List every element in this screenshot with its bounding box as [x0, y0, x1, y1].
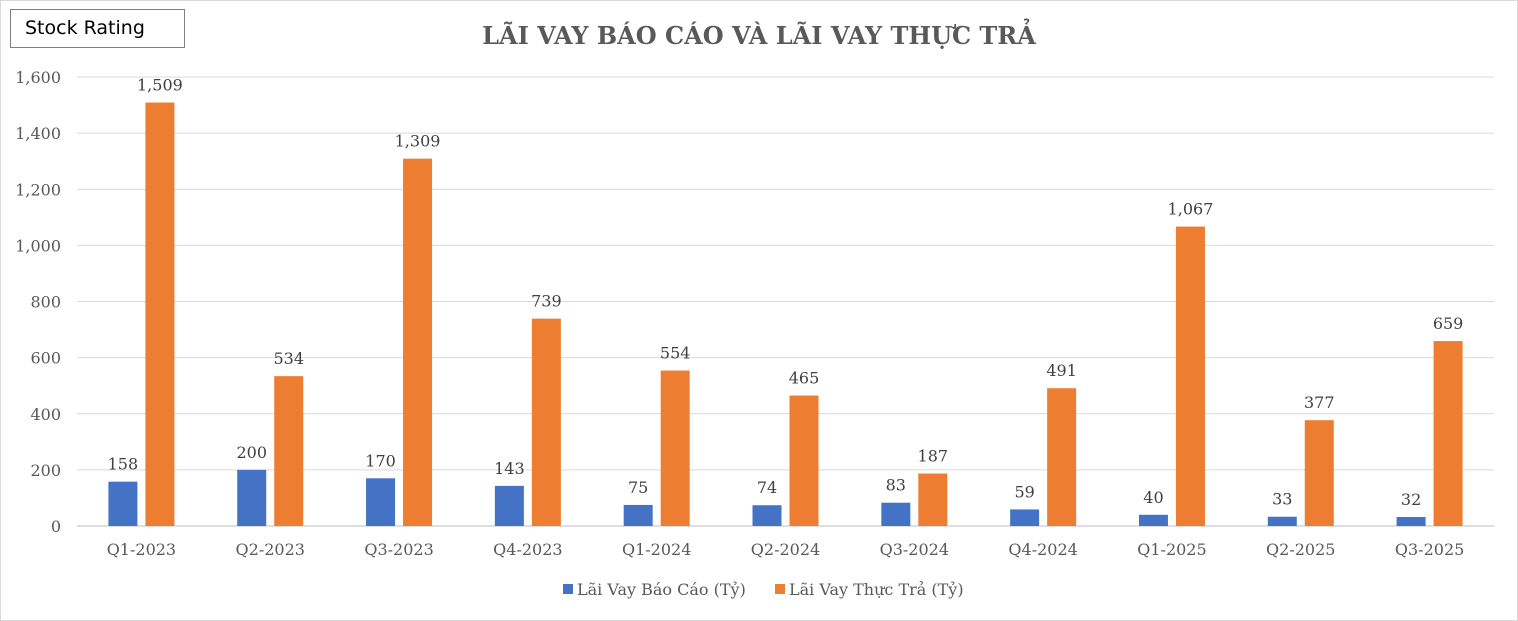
data-label: 32	[1401, 490, 1421, 509]
data-label: 1,309	[395, 132, 441, 151]
bar-reported	[1267, 516, 1297, 526]
bars	[108, 102, 1463, 527]
data-label: 74	[757, 478, 777, 497]
data-label: 377	[1304, 393, 1335, 412]
legend-swatch	[775, 584, 785, 594]
bar-reported	[108, 481, 138, 526]
x-tick-label: Q2-2023	[236, 540, 305, 559]
y-tick-label: 1,600	[15, 68, 61, 87]
stock-rating-badge: Stock Rating	[10, 9, 185, 48]
bar-actual	[274, 376, 304, 526]
bar-actual	[1433, 341, 1463, 526]
x-tick-label: Q3-2023	[364, 540, 433, 559]
y-tick-label: 400	[30, 405, 61, 424]
x-tick-label: Q4-2024	[1008, 540, 1077, 559]
data-label: 465	[789, 369, 820, 388]
bar-actual	[1175, 226, 1205, 526]
data-label: 1,509	[137, 76, 183, 95]
data-label: 170	[365, 451, 396, 470]
bar-reported	[366, 478, 396, 526]
x-tick-label: Q3-2024	[880, 540, 949, 559]
bar-actual	[403, 158, 433, 527]
bar-actual	[145, 102, 175, 527]
legend-label: Lãi Vay Thực Trả (Tỷ)	[789, 580, 964, 599]
data-label: 75	[628, 478, 648, 497]
x-tick-label: Q1-2025	[1137, 540, 1206, 559]
bar-reported	[1138, 514, 1168, 526]
data-label: 143	[494, 459, 525, 478]
y-tick-label: 800	[30, 293, 61, 312]
data-label: 187	[918, 447, 949, 466]
bar-reported	[1396, 517, 1426, 526]
gridlines	[77, 76, 1494, 527]
bar-reported	[237, 469, 267, 526]
data-label: 158	[108, 455, 139, 474]
bar-reported	[623, 504, 653, 526]
bar-actual	[1304, 420, 1334, 526]
data-label: 59	[1014, 482, 1034, 501]
x-tick-label: Q2-2024	[751, 540, 820, 559]
data-label: 491	[1046, 361, 1077, 380]
y-tick-label: 600	[30, 349, 61, 368]
data-label: 40	[1143, 488, 1163, 507]
data-label: 739	[531, 292, 562, 311]
chart-title: LÃI VAY BÁO CÁO VÀ LÃI VAY THỰC TRẢ	[482, 18, 1036, 50]
x-axis: Q1-2023 Q2-2023 Q3-2023 Q4-2023 Q1-2024 Q2-20…	[107, 540, 1465, 559]
x-tick-label: Q1-2023	[107, 540, 176, 559]
legend-label: Lãi Vay Báo Cáo (Tỷ)	[577, 580, 746, 599]
legend: Lãi Vay Báo Cáo (Tỷ) Lãi Vay Thực Trả (Tỷ…	[563, 580, 964, 599]
x-tick-label: Q3-2025	[1395, 540, 1464, 559]
data-label: 1,067	[1168, 200, 1214, 219]
y-tick-label: 200	[30, 461, 61, 480]
data-label: 659	[1433, 314, 1464, 333]
y-tick-label: 1,200	[15, 180, 61, 199]
bar-reported	[881, 502, 911, 526]
bar-reported	[752, 505, 782, 526]
data-label: 534	[273, 349, 304, 368]
bar-actual	[1047, 388, 1077, 526]
y-tick-label: 1,000	[15, 236, 61, 255]
data-label: 554	[660, 344, 691, 363]
x-tick-label: Q1-2024	[622, 540, 691, 559]
y-tick-label: 1,400	[15, 124, 61, 143]
x-tick-label: Q2-2025	[1266, 540, 1335, 559]
y-axis: 0 200 400 600 800 1,000 1,200 1,400 1,600	[15, 68, 61, 536]
x-tick-label: Q4-2023	[493, 540, 562, 559]
data-label: 200	[236, 443, 267, 462]
bar-actual	[660, 370, 690, 526]
data-label: 83	[886, 476, 906, 495]
bar-actual	[531, 318, 561, 526]
y-tick-label: 0	[51, 517, 61, 536]
legend-swatch	[563, 584, 573, 594]
data-labels: 158 1,509 200 534 170 1,309 143 739 75 554 74 465 83…	[108, 76, 1464, 509]
bar-reported	[494, 485, 524, 526]
data-label: 33	[1272, 490, 1292, 509]
bar-reported	[1010, 509, 1040, 526]
bar-actual	[789, 395, 819, 526]
bar-actual	[918, 473, 948, 526]
